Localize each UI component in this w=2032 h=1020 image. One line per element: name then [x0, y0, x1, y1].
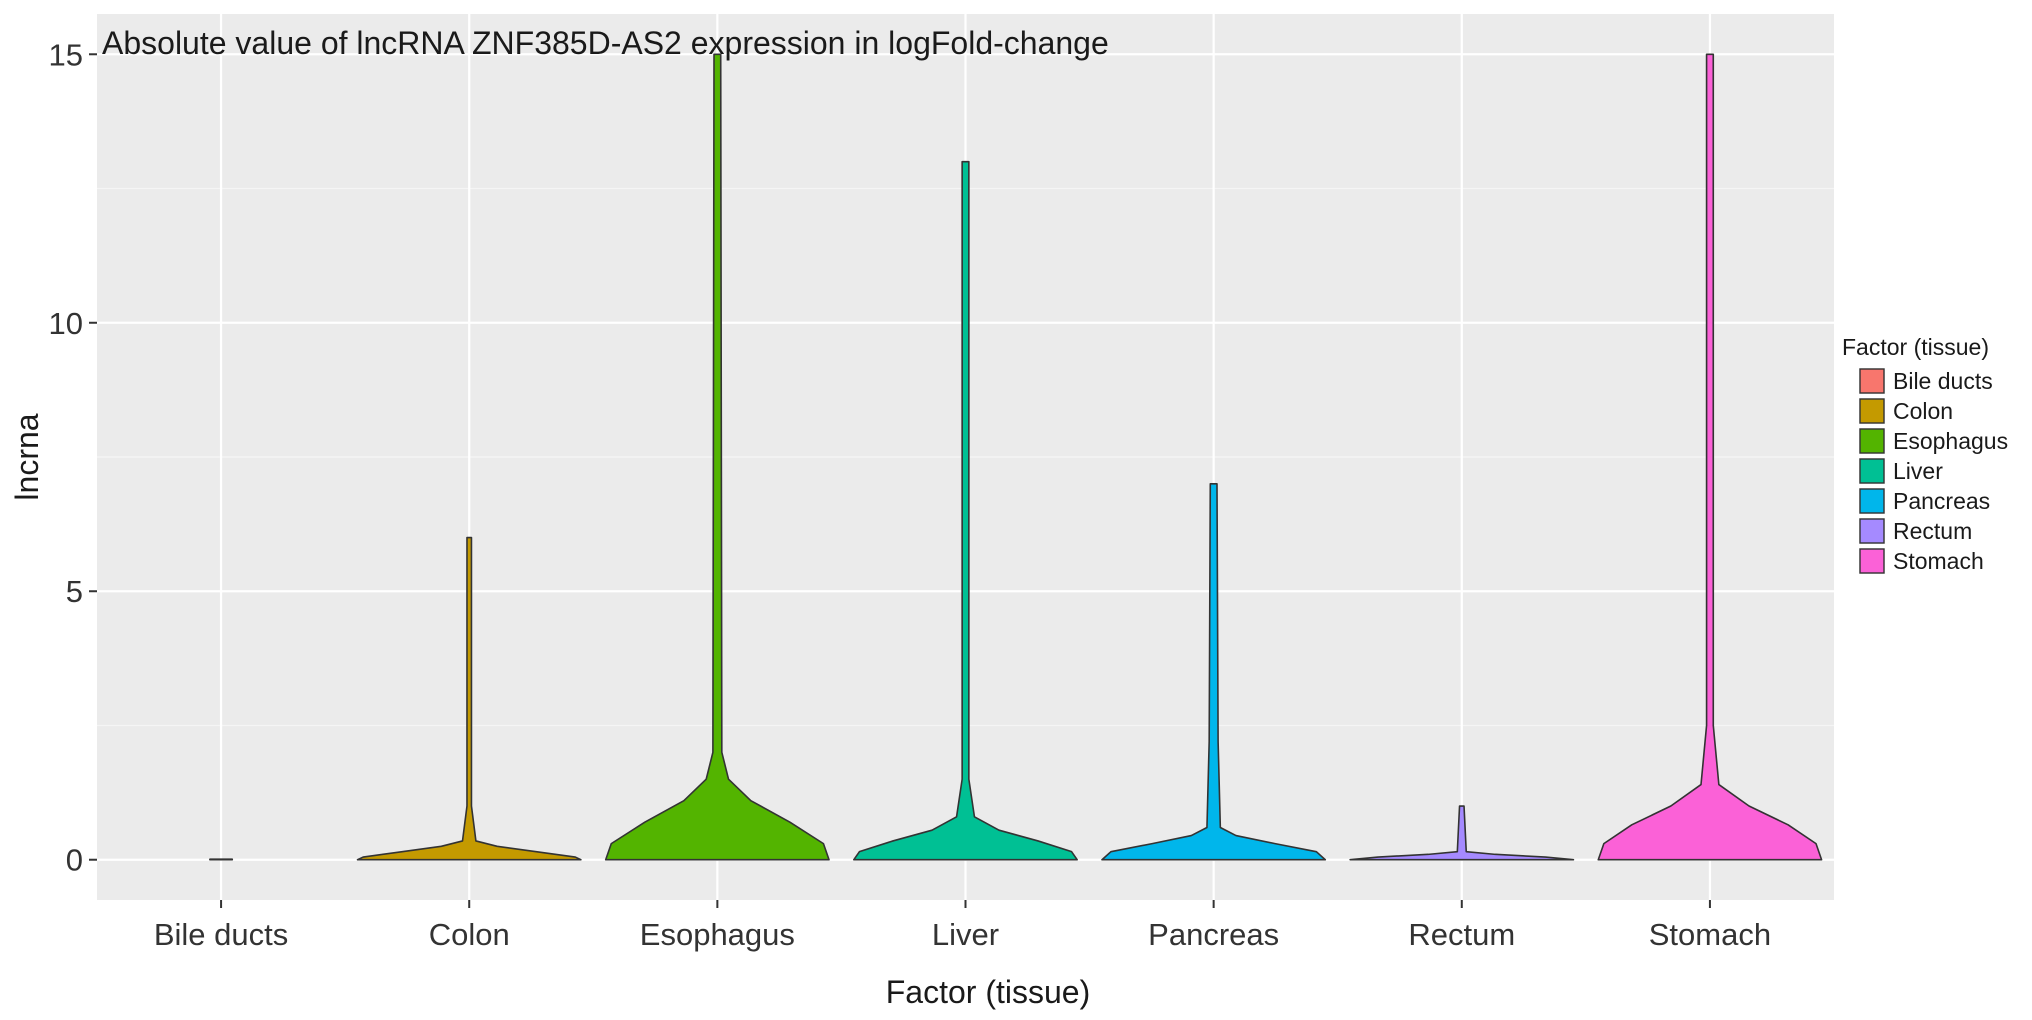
violin-pancreas — [1101, 483, 1327, 861]
legend-swatch — [1859, 518, 1885, 544]
x-axis: Bile ducts Colon Esophagus Liver Pancreas Rec… — [154, 900, 1771, 952]
x-tick-label: Pancreas — [1148, 917, 1279, 952]
violin-esophagus — [604, 53, 830, 861]
legend-label: Liver — [1893, 458, 1943, 484]
x-tick-label: Liver — [932, 917, 999, 952]
violin-liver — [853, 160, 1078, 861]
y-tick-label: 5 — [66, 574, 83, 609]
legend-swatch — [1859, 428, 1885, 454]
x-tick-label: Esophagus — [640, 917, 795, 952]
violin-bile-ducts — [209, 858, 234, 861]
legend: Factor (tissue) Bile ducts Colon Esophagus… — [1842, 334, 2008, 574]
x-axis-title: Factor (tissue) — [886, 974, 1090, 1010]
legend-swatch — [1859, 458, 1885, 484]
violin-rectum — [1349, 805, 1575, 861]
violin-stomach — [1597, 53, 1823, 861]
x-tick-label: Rectum — [1408, 917, 1515, 952]
legend-label: Bile ducts — [1893, 368, 1993, 394]
x-tick-label: Stomach — [1649, 917, 1771, 952]
legend-swatch — [1859, 368, 1885, 394]
legend-title: Factor (tissue) — [1842, 334, 1989, 360]
legend-label: Rectum — [1893, 518, 1972, 544]
legend-label: Esophagus — [1893, 428, 2008, 454]
x-tick-label: Bile ducts — [154, 917, 288, 952]
chart-title: Absolute value of lncRNA ZNF385D-AS2 exp… — [102, 25, 1109, 61]
legend-swatch — [1859, 488, 1885, 514]
legend-label: Colon — [1893, 398, 1953, 424]
violins — [209, 53, 1823, 861]
legend-swatch — [1859, 398, 1885, 424]
y-axis: 0 5 10 15 — [49, 37, 97, 878]
y-axis-title: lncrna — [9, 413, 45, 500]
x-tick-label: Colon — [429, 917, 510, 952]
legend-label: Pancreas — [1893, 488, 1990, 514]
y-tick-label: 15 — [49, 37, 83, 72]
y-tick-label: 10 — [49, 306, 83, 341]
violin-colon — [356, 536, 582, 861]
y-tick-label: 0 — [66, 843, 83, 878]
legend-label: Stomach — [1893, 548, 1984, 574]
legend-swatch — [1859, 548, 1885, 574]
